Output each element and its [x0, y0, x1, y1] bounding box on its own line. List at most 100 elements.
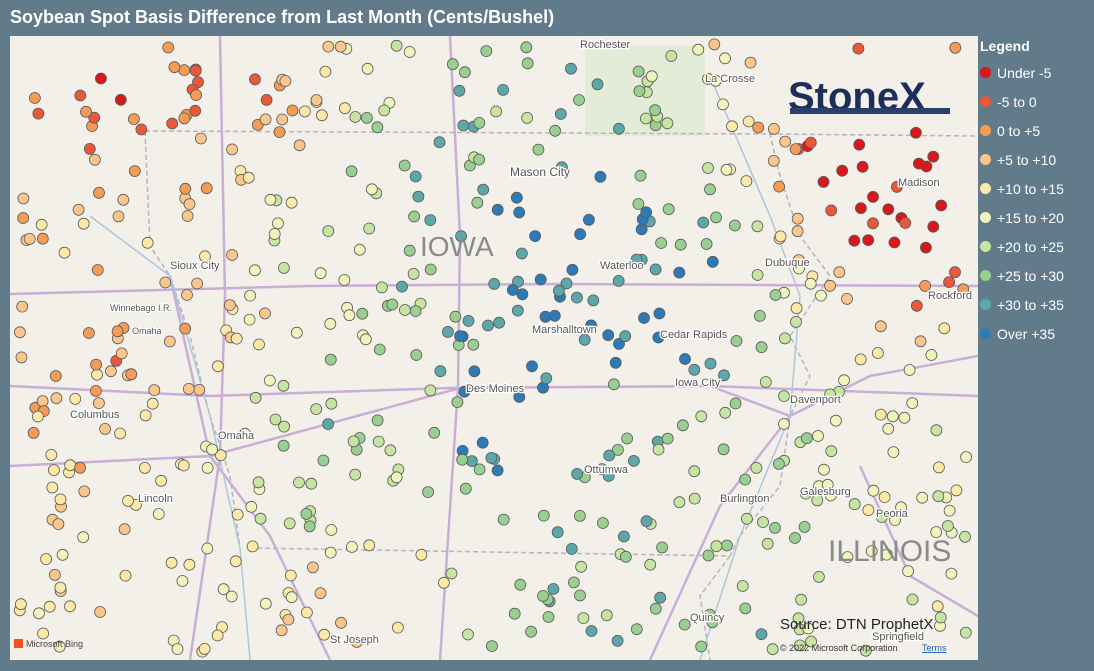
data-point — [166, 117, 179, 130]
data-point — [957, 283, 970, 296]
data-point — [306, 561, 319, 574]
data-point — [824, 388, 836, 401]
data-point — [345, 165, 358, 178]
data-point — [751, 220, 764, 233]
data-point — [138, 461, 151, 474]
legend-item: Under -5 — [980, 58, 1064, 87]
data-point — [874, 320, 887, 333]
legend-label: +5 to +10 — [997, 151, 1057, 168]
data-point — [77, 531, 90, 544]
data-point — [390, 471, 403, 484]
legend-swatch — [980, 67, 991, 78]
legend-swatch — [980, 328, 991, 339]
data-point — [117, 193, 130, 206]
data-point — [874, 408, 887, 421]
place-label: Cedar Rapids — [660, 329, 728, 341]
data-point — [211, 629, 224, 642]
data-point — [290, 326, 303, 339]
data-point — [252, 476, 265, 489]
data-point — [789, 143, 802, 155]
data-point — [618, 530, 630, 543]
data-point — [455, 230, 468, 243]
data-point — [114, 427, 126, 440]
place-label: Winnebago I.R. — [110, 303, 172, 313]
data-point — [798, 520, 811, 533]
data-point — [83, 143, 96, 155]
data-point — [371, 121, 384, 134]
data-point — [245, 500, 258, 513]
data-point — [199, 250, 211, 263]
data-point — [403, 46, 416, 58]
data-point — [566, 263, 579, 276]
data-point — [793, 262, 805, 275]
data-point — [54, 493, 67, 506]
data-point — [446, 58, 459, 71]
data-point — [620, 550, 632, 563]
data-point — [719, 406, 732, 419]
data-point — [347, 435, 360, 448]
data-point — [183, 558, 196, 571]
data-point — [485, 640, 498, 652]
place-label: Quincy — [690, 612, 725, 624]
legend-item: +20 to +25 — [980, 232, 1064, 261]
data-point — [875, 511, 888, 523]
legend: Legend Under -5 -5 to 0 0 to +5 +5 to +10 +1… — [980, 38, 1064, 348]
data-point — [741, 512, 753, 525]
data-point — [640, 112, 652, 125]
data-point — [649, 104, 661, 117]
data-point — [717, 443, 730, 456]
data-point — [168, 61, 181, 74]
data-point — [64, 459, 77, 472]
place-label: Iowa City — [675, 377, 721, 389]
data-point — [773, 457, 785, 470]
data-point — [398, 304, 411, 316]
data-point — [520, 41, 533, 54]
legend-item: +5 to +10 — [980, 145, 1064, 174]
data-point — [422, 486, 435, 499]
data-point — [751, 269, 764, 281]
data-point — [74, 461, 86, 474]
data-point — [526, 360, 538, 373]
place-label: Peoria — [876, 508, 909, 520]
data-point — [275, 624, 288, 637]
data-point — [720, 163, 733, 176]
data-point — [888, 236, 901, 249]
data-point — [458, 66, 471, 79]
data-point — [48, 464, 60, 477]
data-point — [574, 228, 586, 241]
data-point — [853, 138, 866, 151]
data-point — [94, 606, 106, 618]
data-point — [349, 111, 362, 123]
place-label: Dubuque — [765, 257, 810, 269]
data-point — [792, 612, 805, 625]
data-point — [229, 555, 242, 568]
data-point — [632, 198, 645, 210]
data-point — [577, 612, 590, 624]
data-point — [729, 219, 741, 232]
legend-label: +20 to +25 — [997, 238, 1064, 255]
data-point — [445, 567, 458, 580]
data-point — [931, 600, 944, 613]
map[interactable]: Rochester La Crosse Mason City IOWA Waterloo… — [10, 36, 978, 660]
data-point — [800, 432, 813, 445]
data-point — [516, 288, 529, 301]
data-point — [578, 333, 591, 346]
legend-label: +25 to +30 — [997, 267, 1064, 284]
data-point — [710, 540, 723, 553]
legend-swatch — [980, 96, 991, 107]
place-label: Omaha — [132, 326, 162, 336]
data-point — [467, 338, 480, 351]
data-point — [856, 160, 869, 173]
data-point — [769, 521, 781, 534]
data-point — [521, 57, 534, 70]
data-point — [652, 331, 665, 344]
data-point — [231, 508, 244, 521]
data-point — [122, 494, 134, 507]
data-point — [249, 391, 262, 404]
data-point — [859, 644, 872, 657]
data-point — [608, 378, 620, 391]
data-point — [410, 349, 423, 361]
data-point — [661, 432, 674, 445]
terms-link[interactable]: Terms — [922, 643, 947, 653]
data-point — [437, 576, 450, 589]
